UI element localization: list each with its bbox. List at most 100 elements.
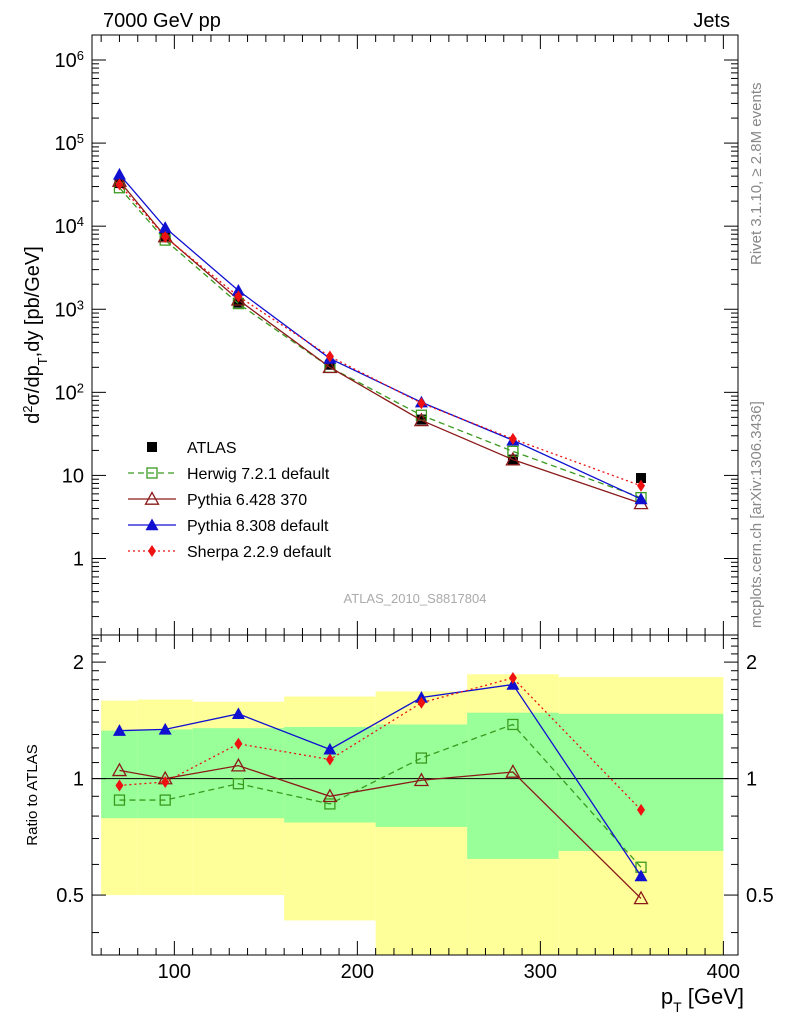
- main-ytick-label: 104: [55, 214, 84, 239]
- header-left-title: 7000 GeV pp: [103, 10, 221, 32]
- ratio-frame: [91, 634, 739, 956]
- ratio-point-pythia8: [112, 724, 126, 736]
- legend-entry-pythia8: Pythia 8.308 default: [128, 518, 329, 535]
- ratio-point-pythia8: [634, 869, 648, 882]
- ratio-band-statistical: [137, 729, 193, 819]
- tick-exponent: 2: [77, 380, 84, 395]
- main-point-sherpa: [115, 178, 124, 191]
- main-point-pythia8: [231, 284, 245, 296]
- legend-entry-herwig: Herwig 7.2.1 default: [128, 466, 330, 483]
- legend-marker-sherpa: [148, 545, 156, 557]
- ratio-band-statistical: [375, 724, 468, 827]
- ratio-ytick-label-right: 2: [746, 652, 757, 674]
- legend-marker-pythia6: [144, 491, 160, 505]
- ratio-series-sherpa: [115, 671, 646, 816]
- ratio-xtick-label: 200: [341, 961, 374, 983]
- xlabel-part-sub: T: [673, 999, 682, 1015]
- ratio-point-sherpa: [234, 737, 243, 750]
- ylabel-part-d: d: [22, 413, 44, 424]
- ratio-point-sherpa: [508, 671, 517, 684]
- ylabel-part-sub: T: [35, 357, 50, 365]
- tick-base: 10: [55, 382, 77, 404]
- ratio-panel: 0.5 0.5 1 1 2 2 100 200 300 400 Ratio to ATLAS pT…: [24, 634, 774, 1015]
- ratio-band-statistical: [284, 726, 376, 823]
- main-point-atlas: [233, 297, 244, 308]
- ratio-point-sherpa: [161, 775, 170, 788]
- legend-label-pythia6: Pythia 6.428 370: [187, 492, 307, 509]
- ratio-point-pythia8: [231, 707, 245, 720]
- ratio-point-pythia6: [111, 762, 128, 777]
- main-point-atlas: [416, 414, 427, 425]
- main-point-pythia6: [505, 451, 521, 466]
- mcplots-label: mcplots.cern.ch [arXiv:1306.3436]: [748, 401, 765, 628]
- legend-label-pythia8: Pythia 8.308 default: [187, 518, 329, 535]
- ratio-band-statistical: [467, 712, 559, 859]
- tick-base: 10: [55, 50, 77, 72]
- legend-marker-pythia8: [145, 518, 159, 531]
- ratio-point-sherpa: [417, 696, 426, 709]
- ratio-series-layer: [111, 671, 649, 905]
- ratio-band-statistical: [558, 713, 724, 851]
- ratio-point-herwig: [159, 794, 171, 806]
- ylabel-part-sup: 2: [20, 405, 35, 412]
- rivet-label: Rivet 3.1.10, ≥ 2.8M events: [748, 83, 765, 266]
- ratio-point-herwig: [113, 794, 126, 806]
- main-point-sherpa: [234, 290, 243, 303]
- ratio-band-statistical: [101, 730, 138, 819]
- ratio-point-herwig: [415, 752, 428, 764]
- tick-exponent: 5: [77, 131, 84, 146]
- ratio-point-pythia6: [633, 890, 649, 905]
- main-point-sherpa: [325, 350, 334, 363]
- main-point-pythia6: [322, 359, 338, 374]
- legend-label-sherpa: Sherpa 2.2.9 default: [187, 544, 332, 561]
- main-point-atlas: [324, 359, 335, 370]
- xlabel-part-tail: [GeV]: [682, 984, 744, 1009]
- ratio-ytick-label: 2: [73, 652, 84, 674]
- main-point-pythia8: [634, 492, 648, 505]
- main-series-sherpa: [115, 178, 646, 492]
- main-point-sherpa: [637, 479, 646, 492]
- ylabel-part-sigma: σ/dp: [22, 365, 44, 405]
- header-right-title: Jets: [693, 10, 730, 32]
- legend: ATLAS Herwig 7.2.1 default Pythia 6.428 37…: [128, 440, 332, 561]
- ratio-point-herwig: [232, 778, 245, 790]
- tick-base: 10: [55, 133, 77, 155]
- ratio-point-sherpa: [325, 753, 334, 766]
- ratio-axes: 0.5 0.5 1 1 2 2 100 200 300 400: [56, 635, 774, 983]
- ratio-ytick-label: 1: [73, 769, 84, 791]
- ylabel-part-tail: ,dy [pb/GeV]: [22, 246, 44, 357]
- ratio-point-herwig: [324, 798, 336, 810]
- main-series-layer: [111, 167, 649, 510]
- main-ytick-label: 10: [62, 465, 84, 487]
- main-point-herwig: [507, 445, 519, 457]
- main-point-sherpa: [417, 397, 426, 410]
- tick-exponent: 6: [77, 48, 84, 63]
- tick-exponent: 4: [77, 214, 84, 229]
- main-ytick-label: 106: [55, 48, 84, 73]
- legend-label-atlas: ATLAS: [187, 440, 237, 457]
- main-ytick-label: 103: [55, 297, 84, 322]
- ratio-bands-layer: [101, 674, 724, 955]
- main-point-pythia6: [230, 291, 247, 306]
- ratio-point-pythia8: [323, 742, 337, 755]
- main-ylabel: d2σ/dpT,dy [pb/GeV]: [20, 246, 50, 424]
- tick-base: 10: [55, 299, 77, 321]
- ratio-ytick-label-right: 0.5: [746, 885, 774, 907]
- ratio-ytick-label-right: 1: [746, 769, 757, 791]
- ratio-point-herwig: [507, 718, 519, 731]
- ratio-line-herwig: [119, 723, 642, 868]
- main-point-sherpa: [161, 231, 170, 244]
- main-ytick-label: 105: [55, 131, 84, 156]
- xlabel-part-p: p: [661, 984, 673, 1009]
- main-ytick-label: 102: [55, 380, 84, 405]
- tick-exponent: 3: [77, 297, 84, 312]
- ratio-point-pythia6: [505, 764, 521, 778]
- main-point-sherpa: [508, 432, 517, 445]
- legend-entry-pythia6: Pythia 6.428 370: [128, 491, 307, 509]
- main-point-atlas: [636, 473, 647, 484]
- main-point-pythia8: [158, 221, 172, 233]
- ratio-series-herwig: [113, 718, 647, 873]
- legend-entry-atlas: ATLAS: [147, 440, 237, 457]
